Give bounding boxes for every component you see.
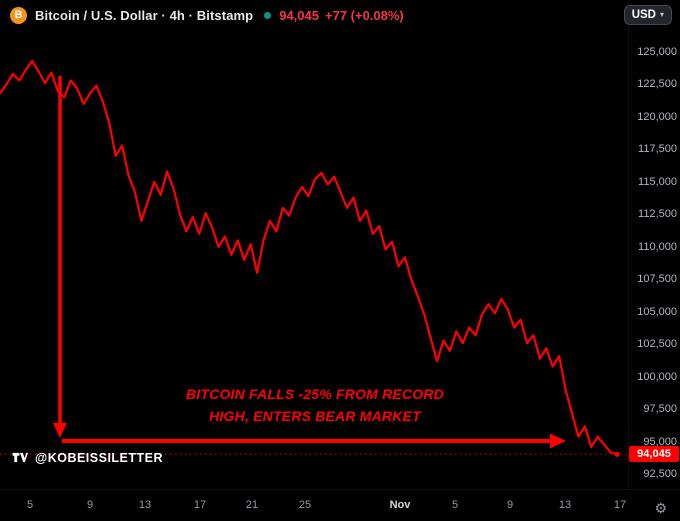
time-scale[interactable]: 5 9 13 17 21 25 Nov 5 9 13 17 xyxy=(0,489,680,521)
price-tick-label: 97,500 xyxy=(643,403,677,415)
price-tick-label: 92,500 xyxy=(643,468,677,480)
price-scale[interactable]: 125,000 122,500 120,000 117,500 115,000 112,5… xyxy=(628,0,680,490)
right-arrow-annotation xyxy=(62,433,566,449)
time-tick-label: 5 xyxy=(451,499,459,511)
watermark: @KOBEISSILETTER xyxy=(12,450,163,465)
price-change: +77 (+0.08%) xyxy=(324,7,404,23)
header-price-group: 94,045 +77 (+0.08%) xyxy=(279,8,404,23)
annotation-text: BITCOIN FALLS -25% FROM RECORD HIGH, ENT… xyxy=(115,383,515,427)
bitcoin-icon: B xyxy=(10,6,27,24)
annotation-line2: HIGH, ENTERS BEAR MARKET xyxy=(209,408,421,424)
price-tick-label: 102,500 xyxy=(637,338,677,350)
price-tick-label: 95,000 xyxy=(643,436,677,448)
price-tick-label: 100,000 xyxy=(637,371,677,383)
last-price-dot xyxy=(614,451,620,457)
time-tick-label: 21 xyxy=(245,499,259,511)
time-tick-label: 13 xyxy=(138,499,152,511)
time-tick-label: 9 xyxy=(86,499,94,511)
time-tick-label: 25 xyxy=(298,499,312,511)
price-tick-label: 120,000 xyxy=(637,111,677,123)
last-price: 94,045 xyxy=(279,7,319,23)
price-tick-label: 115,000 xyxy=(638,176,677,188)
currency-label: USD xyxy=(631,9,656,21)
price-tick-label: 107,500 xyxy=(637,273,677,285)
price-tick-label: 122,500 xyxy=(637,78,677,90)
tradingview-logo-icon xyxy=(12,452,28,463)
bitcoin-icon-glyph: B xyxy=(14,9,23,21)
time-tick-label: Nov xyxy=(389,499,411,511)
price-tick-label: 125,000 xyxy=(637,46,677,58)
watermark-handle: @KOBEISSILETTER xyxy=(35,450,164,465)
chart-header: B Bitcoin / U.S. Dollar · 4h · Bitstamp … xyxy=(0,0,680,30)
time-tick-label: 5 xyxy=(26,499,34,511)
price-tick-label: 110,000 xyxy=(638,241,677,253)
price-tick-label: 117,500 xyxy=(638,143,677,155)
last-price-badge: 94,045 xyxy=(629,446,679,462)
time-tick-label: 9 xyxy=(506,499,514,511)
time-tick-label: 17 xyxy=(193,499,207,511)
price-line-series xyxy=(0,59,619,456)
chevron-down-icon: ▾ xyxy=(659,10,664,19)
currency-selector-button[interactable]: USD ▾ xyxy=(623,5,672,25)
price-tick-label: 112,500 xyxy=(638,208,677,220)
market-status-dot xyxy=(264,11,272,19)
gear-icon[interactable]: ⚙ xyxy=(654,500,667,516)
price-tick-label: 105,000 xyxy=(637,306,677,318)
time-tick-label: 13 xyxy=(558,499,572,511)
time-tick-label: 17 xyxy=(613,499,627,511)
annotation-line1: BITCOIN FALLS -25% FROM RECORD xyxy=(185,386,444,402)
symbol-title[interactable]: Bitcoin / U.S. Dollar · 4h · Bitstamp xyxy=(35,7,254,23)
down-arrow-annotation xyxy=(53,76,67,438)
